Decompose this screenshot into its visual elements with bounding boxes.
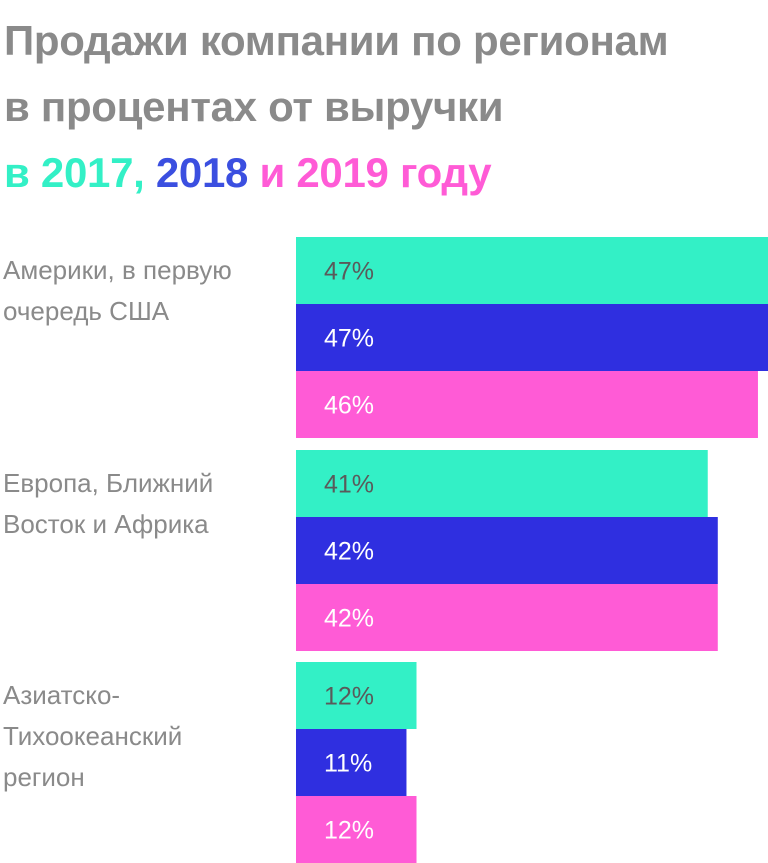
data-label: 42% <box>324 538 374 566</box>
title-year-2019: 2019 <box>296 149 389 196</box>
bar-2019 <box>296 584 718 651</box>
category-label-line: очередь США <box>3 296 170 326</box>
bar-2017 <box>296 450 708 517</box>
category-label-line: регион <box>3 762 85 792</box>
category-label-line: Азиатско- <box>3 680 120 710</box>
category-label: Азиатско- Тихоокеанский регион <box>3 680 182 792</box>
bar-2017 <box>296 662 417 729</box>
title-line-3: в 2017, 2018 и 2019 году <box>4 140 668 206</box>
title-prefix: в <box>4 149 41 196</box>
category-label: Европа, Ближний Восток и Африка <box>3 468 213 539</box>
bar-2017 <box>296 237 768 304</box>
data-label: 11% <box>324 750 372 778</box>
data-label: 46% <box>324 392 374 420</box>
title-line-2: в процентах от выручки <box>4 83 504 130</box>
data-label: 41% <box>324 471 374 499</box>
chart-title: Продажи компании по регионам в процентах… <box>4 8 669 206</box>
data-label: 42% <box>324 605 374 633</box>
title-suffix: году <box>388 149 492 196</box>
bar-2018 <box>296 729 407 796</box>
title-comma: , <box>133 149 156 196</box>
category-label-line: Тихоокеанский <box>3 721 182 751</box>
data-label: 12% <box>324 683 374 711</box>
title-line-1: Продажи компании по регионам <box>4 17 669 64</box>
category-label: Америки, в первую очередь США <box>3 255 232 326</box>
data-label: 47% <box>324 325 374 353</box>
title-year-2018: 2018 <box>155 149 249 196</box>
title-conj: и <box>248 149 297 196</box>
category-label-line: Восток и Африка <box>3 509 209 539</box>
title-year-2017: 2017 <box>40 149 134 196</box>
bar-2019 <box>296 371 758 438</box>
bar-2018 <box>296 517 718 584</box>
bar-2019 <box>296 796 417 863</box>
data-label: 47% <box>324 258 374 286</box>
data-label: 12% <box>324 817 374 845</box>
category-label-line: Америки, в первую <box>3 255 232 285</box>
bar-2018 <box>296 304 768 371</box>
category-label-line: Европа, Ближний <box>3 468 213 498</box>
